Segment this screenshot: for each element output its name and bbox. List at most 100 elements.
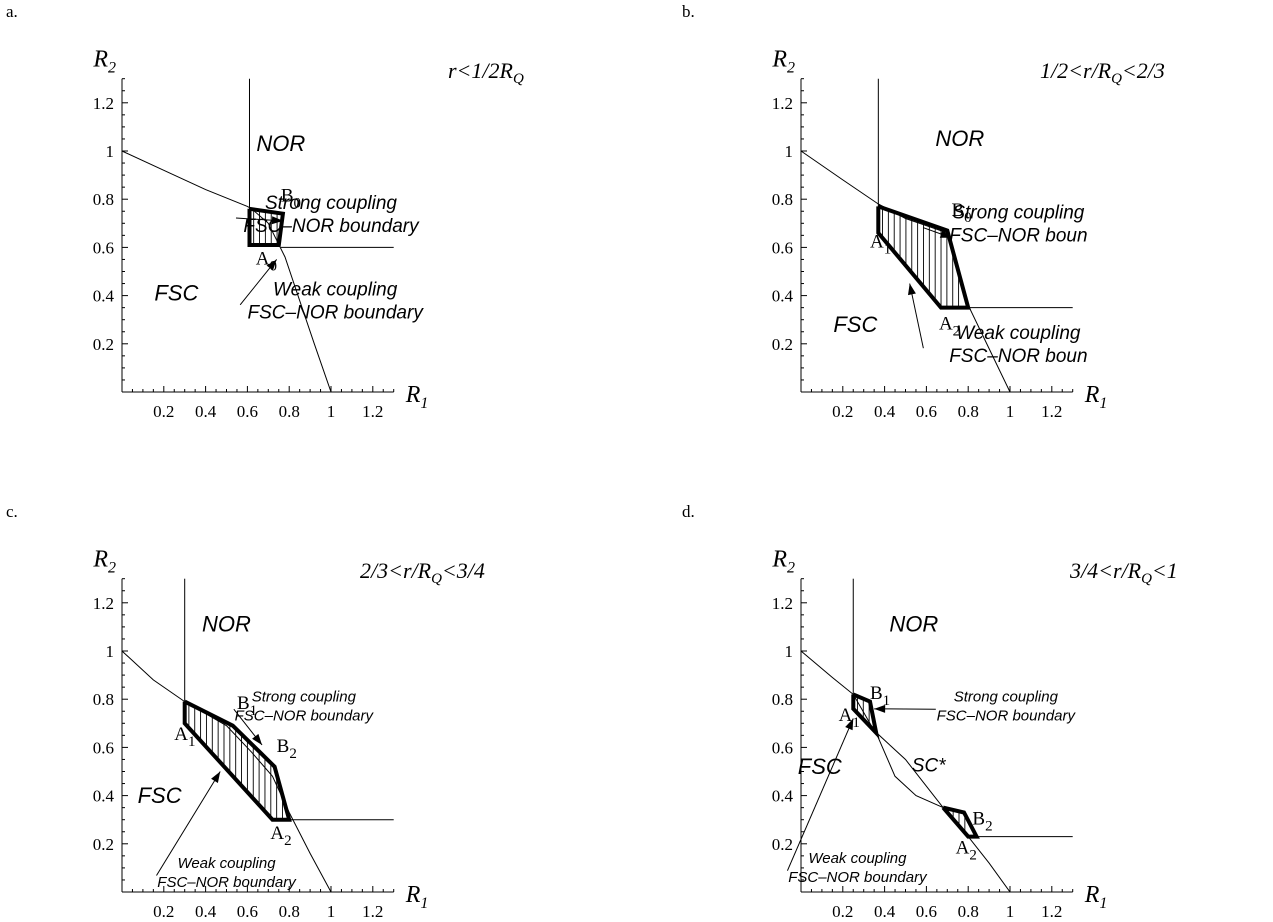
x-tick-label: 1 xyxy=(327,902,336,921)
annotation-text: FSC–NOR boundary xyxy=(937,708,1077,725)
point-label-sub: 1 xyxy=(250,703,258,719)
point-label-sub: 1 xyxy=(188,734,196,750)
x-tick-label: 0.4 xyxy=(874,902,896,921)
point-label-main: A xyxy=(956,837,970,858)
x-axis-label-main: R xyxy=(1084,882,1100,908)
x-tick-label: 0.2 xyxy=(153,902,174,921)
y-tick-label: 0.2 xyxy=(93,835,114,854)
chart-title-sub: Q xyxy=(1111,71,1122,87)
annotation-text: FSC–NOR boun xyxy=(949,225,1087,246)
y-tick-label: 0.8 xyxy=(93,690,114,709)
x-axis-label-sub: 1 xyxy=(1099,395,1107,412)
y-tick-label: 1.2 xyxy=(93,94,114,113)
chart-title-tail: <1 xyxy=(1152,558,1178,583)
point-label-main: B xyxy=(281,186,294,207)
y-axis-label: R2 xyxy=(92,547,116,577)
point-label: A2 xyxy=(956,837,977,863)
point-label-sub: 2 xyxy=(289,746,297,762)
region-label-fsc: FSC xyxy=(138,783,182,808)
region-label-nor: NOR xyxy=(256,131,305,156)
chart-title: 1/2<r/RQ<2/3 xyxy=(1040,58,1165,87)
annotation-text: Weak coupling xyxy=(956,323,1081,344)
x-tick-label: 0.8 xyxy=(279,402,300,421)
point-label-main: B xyxy=(277,736,290,757)
point-label: B0 xyxy=(951,200,971,226)
point-label-main: A xyxy=(939,313,953,334)
panel-label: b. xyxy=(682,2,695,21)
x-tick-label: 1 xyxy=(327,402,336,421)
x-tick-label: 0.6 xyxy=(916,402,937,421)
x-tick-label: 0.8 xyxy=(958,402,979,421)
strong-coupling-boundary xyxy=(876,204,971,310)
chart-panel-d: d. 3/4<r/RQ<1 0.2 0.4 0.6 0.8 1 1.2 0.2 0.4 0.6 0.8… xyxy=(682,502,1178,921)
y-axis-label-main: R xyxy=(92,547,108,573)
panel-label: d. xyxy=(682,502,695,521)
region-label-fsc: FSC xyxy=(154,280,198,305)
point-label: A1 xyxy=(174,724,195,750)
y-tick-label: 1 xyxy=(785,642,794,661)
point-label-main: A xyxy=(870,231,884,252)
chart-title-main: 3/4<r/R xyxy=(1069,558,1142,583)
x-axis-label-main: R xyxy=(405,882,421,908)
y-tick-label: 1 xyxy=(106,142,115,161)
point-label-sub: 2 xyxy=(953,323,961,339)
x-axis-label-sub: 1 xyxy=(420,895,428,912)
chart-title-main: r<1/2R xyxy=(448,58,514,83)
y-tick-label: 0.2 xyxy=(93,335,114,354)
chart-title-sub: Q xyxy=(431,571,442,587)
chart-title: r<1/2RQ xyxy=(448,58,524,87)
fsc-nor-curve xyxy=(800,150,1011,393)
annotation-arrow-head xyxy=(939,230,952,238)
annotation-arrow-head xyxy=(874,704,886,713)
annotation-text: FSC–NOR boundary xyxy=(235,708,375,725)
x-tick-label: 0.4 xyxy=(195,402,217,421)
point-label: A1 xyxy=(839,705,860,731)
y-tick-label: 1 xyxy=(106,642,115,661)
region-label-nor: NOR xyxy=(889,612,938,637)
y-tick-label: 0.6 xyxy=(93,238,114,257)
point-label: B1 xyxy=(870,683,890,709)
y-tick-label: 1.2 xyxy=(93,594,114,613)
point-label-sub: 0 xyxy=(964,210,972,226)
sc-curve xyxy=(875,732,944,809)
fsc-nor-curve xyxy=(800,650,1011,893)
y-tick-label: 0.2 xyxy=(772,335,793,354)
chart-title-tail: <2/3 xyxy=(1122,58,1165,83)
y-axis-label-sub: 2 xyxy=(108,560,116,577)
x-tick-label: 0.6 xyxy=(237,902,258,921)
y-axis-label-sub: 2 xyxy=(787,60,795,77)
point-label-main: A xyxy=(256,248,270,269)
y-tick-label: 1.2 xyxy=(772,94,793,113)
y-axis-label: R2 xyxy=(92,47,116,77)
annotation-text: Strong coupling xyxy=(265,193,397,214)
y-tick-label: 0.2 xyxy=(772,835,793,854)
x-tick-label: 1.2 xyxy=(362,402,383,421)
point-label-sub: 0 xyxy=(294,196,302,212)
chart-panel-c: c. 2/3<r/RQ<3/4 0.2 0.4 0.6 0.8 1 1.2 0.2 0.4 0.6 0… xyxy=(6,502,485,921)
x-tick-label: 0.6 xyxy=(237,402,258,421)
hatch-lines xyxy=(253,208,278,245)
annotation-text: Weak coupling xyxy=(177,855,276,872)
x-tick-label: 0.2 xyxy=(832,902,853,921)
y-axis-label: R2 xyxy=(771,547,795,577)
point-label: A2 xyxy=(939,313,960,339)
y-tick-label: 1 xyxy=(785,142,794,161)
strong-coupling-boundary-2 xyxy=(941,805,980,839)
y-axis-label-main: R xyxy=(92,47,108,73)
annotation-text: FSC–NOR boundary xyxy=(157,874,297,891)
strong-coupling-boundary xyxy=(851,692,880,740)
y-tick-label: 0.4 xyxy=(93,787,115,806)
annotation-arrow-head xyxy=(271,216,283,225)
y-axis-label-sub: 2 xyxy=(787,560,795,577)
chart-title: 3/4<r/RQ<1 xyxy=(1069,558,1178,587)
annotation-arrow-line xyxy=(786,718,854,871)
point-label-sub: 1 xyxy=(852,715,860,731)
annotation-arrow-head xyxy=(252,733,263,745)
x-tick-label: 0.6 xyxy=(916,902,937,921)
x-axis-label-main: R xyxy=(405,382,421,408)
y-tick-label: 1.2 xyxy=(772,594,793,613)
x-tick-label: 1.2 xyxy=(1041,902,1062,921)
region-label-nor: NOR xyxy=(935,126,984,151)
point-label: SC* xyxy=(912,756,946,777)
